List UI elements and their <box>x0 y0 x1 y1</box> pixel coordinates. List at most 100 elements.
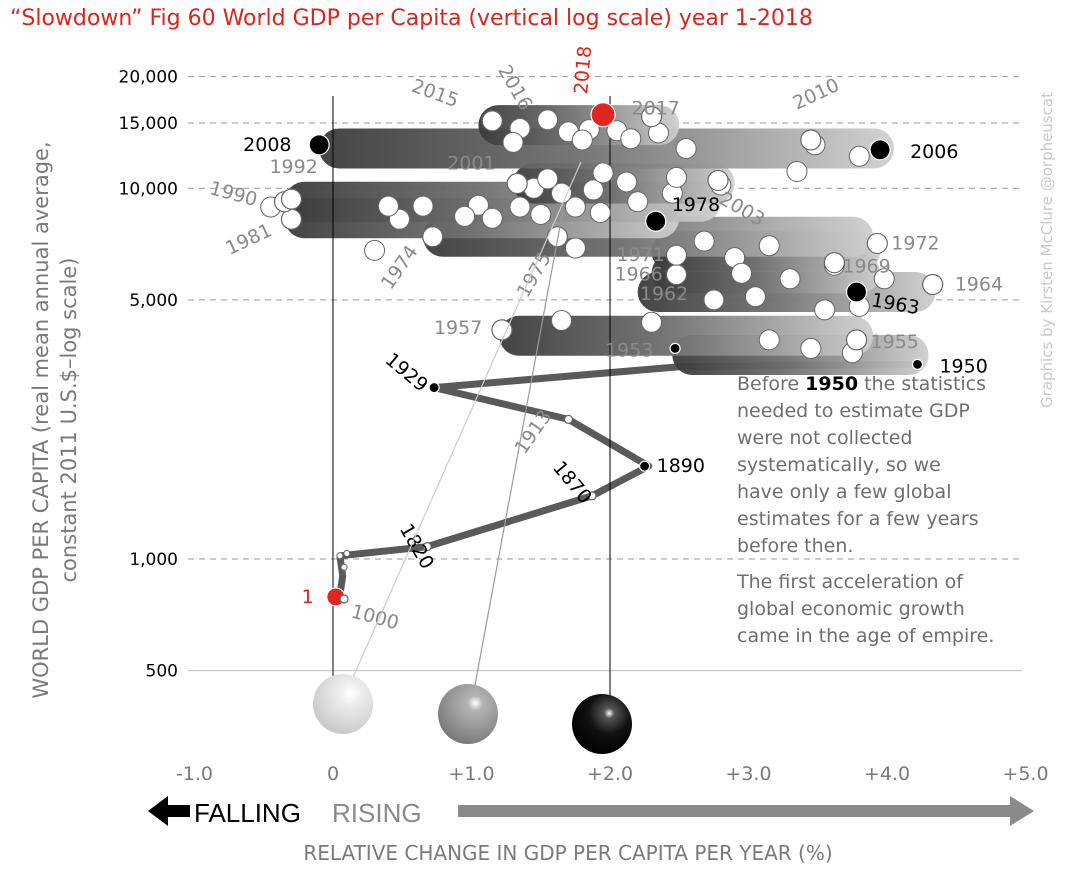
y-tick-label: 20,000 <box>119 68 178 88</box>
annotation-year-bold: 1950 <box>805 373 858 395</box>
point-label-1978: 1978 <box>672 194 720 216</box>
rising-label: RISING <box>332 798 422 828</box>
data-point-1962 <box>703 289 725 311</box>
data-point <box>665 166 687 188</box>
point-label-1969: 1969 <box>842 256 890 278</box>
data-point-1870 <box>587 491 597 501</box>
x-tick-label: +1.0 <box>448 763 494 785</box>
data-point <box>571 129 593 151</box>
data-point <box>481 207 503 229</box>
rising-arrow-icon <box>458 796 1034 826</box>
data-point <box>873 268 895 290</box>
y-tick-label: 10,000 <box>119 179 178 199</box>
x-tick-label: +4.0 <box>864 763 910 785</box>
data-point <box>731 262 753 284</box>
x-tick-label: 0 <box>327 763 339 785</box>
data-point <box>530 203 552 225</box>
data-point-2001 <box>506 172 528 195</box>
data-point <box>537 168 559 190</box>
data-point <box>551 309 573 331</box>
x-tick-label: -1.0 <box>176 763 213 785</box>
data-point-1913 <box>563 414 574 424</box>
data-point-1890 <box>639 460 651 472</box>
data-point <box>509 196 531 218</box>
data-point <box>758 329 780 351</box>
point-label-1950: 1950 <box>939 355 987 377</box>
data-point <box>336 552 344 560</box>
point-label-2018: 2018 <box>570 45 596 95</box>
x-tick-labels: -1.0 0 +1.0 +2.0 +3.0 +4.0 +5.0 <box>176 763 1049 785</box>
data-point <box>564 196 586 218</box>
point-label-2010: 2010 <box>790 74 843 114</box>
point-label-2015: 2015 <box>409 75 462 112</box>
data-point-1957 <box>491 319 513 341</box>
annotation-text: Before 1950 the statistics needed to est… <box>736 373 994 647</box>
data-point-1963 <box>845 281 868 303</box>
point-label-1957: 1957 <box>434 317 482 339</box>
annotation-line-2: needed to estimate GDP <box>737 400 970 422</box>
data-point <box>620 128 642 150</box>
annotation-line-1: Before 1950 the statistics <box>737 373 986 395</box>
data-point-1974 <box>422 226 444 248</box>
data-point <box>616 171 638 193</box>
point-label-1929: 1929 <box>381 349 432 397</box>
pendulum-ball-mid <box>438 684 498 744</box>
data-point <box>412 195 434 217</box>
data-point <box>592 162 614 184</box>
data-point-1966 <box>665 264 688 286</box>
point-label-1955: 1955 <box>871 331 919 353</box>
data-point-1972 <box>866 232 888 255</box>
data-point <box>779 268 801 290</box>
pendulum-ball-light <box>313 674 373 734</box>
direction-legend: FALLING RISING <box>148 796 1034 828</box>
data-point-1969 <box>823 252 845 274</box>
annotation-line-8: The first acceleration of <box>736 571 964 593</box>
data-point <box>693 230 715 252</box>
point-label-2008: 2008 <box>243 134 291 156</box>
data-point <box>675 138 697 160</box>
point-label-1890: 1890 <box>657 455 705 477</box>
data-point <box>551 182 573 204</box>
data-point-1955 <box>845 329 868 351</box>
annotation-line-7: before then. <box>737 535 853 557</box>
pendulum-ball-dark <box>572 694 632 754</box>
annotation-line-5: have only a few global <box>737 481 951 503</box>
point-label-1000: 1000 <box>349 601 401 635</box>
trajectory-band <box>499 315 874 356</box>
point-label-2006: 2006 <box>910 141 958 163</box>
annotation-line-1-pre: Before <box>737 373 805 395</box>
y-tick-label: 5,000 <box>129 291 178 311</box>
data-point-2017 <box>640 106 663 128</box>
point-label-1913: 1913 <box>511 406 557 458</box>
point-label-1966: 1966 <box>614 264 662 286</box>
data-point <box>589 202 611 224</box>
y-tick-label: 1,000 <box>129 550 178 570</box>
data-point-2006 <box>869 139 891 161</box>
y-axis-label-line1: WORLD GDP PER CAPITA (real mean annual a… <box>29 141 53 698</box>
point-label-1953: 1953 <box>605 339 653 361</box>
point-label-1990: 1990 <box>207 177 259 211</box>
annotation-line-6: estimates for a few years <box>737 508 979 530</box>
data-point <box>848 145 870 167</box>
annotation-line-9: global economic growth <box>737 598 965 620</box>
data-point <box>786 160 808 182</box>
data-point <box>340 563 348 571</box>
data-point-2010 <box>800 129 822 151</box>
chart-title: “Slowdown” Fig 60 World GDP per Capita (… <box>10 6 813 31</box>
data-point-1929 <box>428 381 440 394</box>
pendulum-string-light <box>342 161 582 701</box>
y-tick-label: 500 <box>146 662 178 682</box>
data-point <box>744 286 766 308</box>
y-tick-labels: 20,000 15,000 10,000 5,000 1,000 500 <box>119 68 178 682</box>
data-point <box>641 311 663 333</box>
data-point <box>343 549 351 557</box>
data-point <box>454 205 476 227</box>
data-point-1000 <box>339 594 349 604</box>
credit-text: Graphics by Kirsten McClure @orpheuscat <box>1038 92 1056 408</box>
data-point-1820 <box>422 542 432 552</box>
data-point <box>800 337 822 359</box>
point-label-1964: 1964 <box>955 274 1003 296</box>
data-point-1953 <box>669 342 681 354</box>
data-point <box>758 235 780 257</box>
